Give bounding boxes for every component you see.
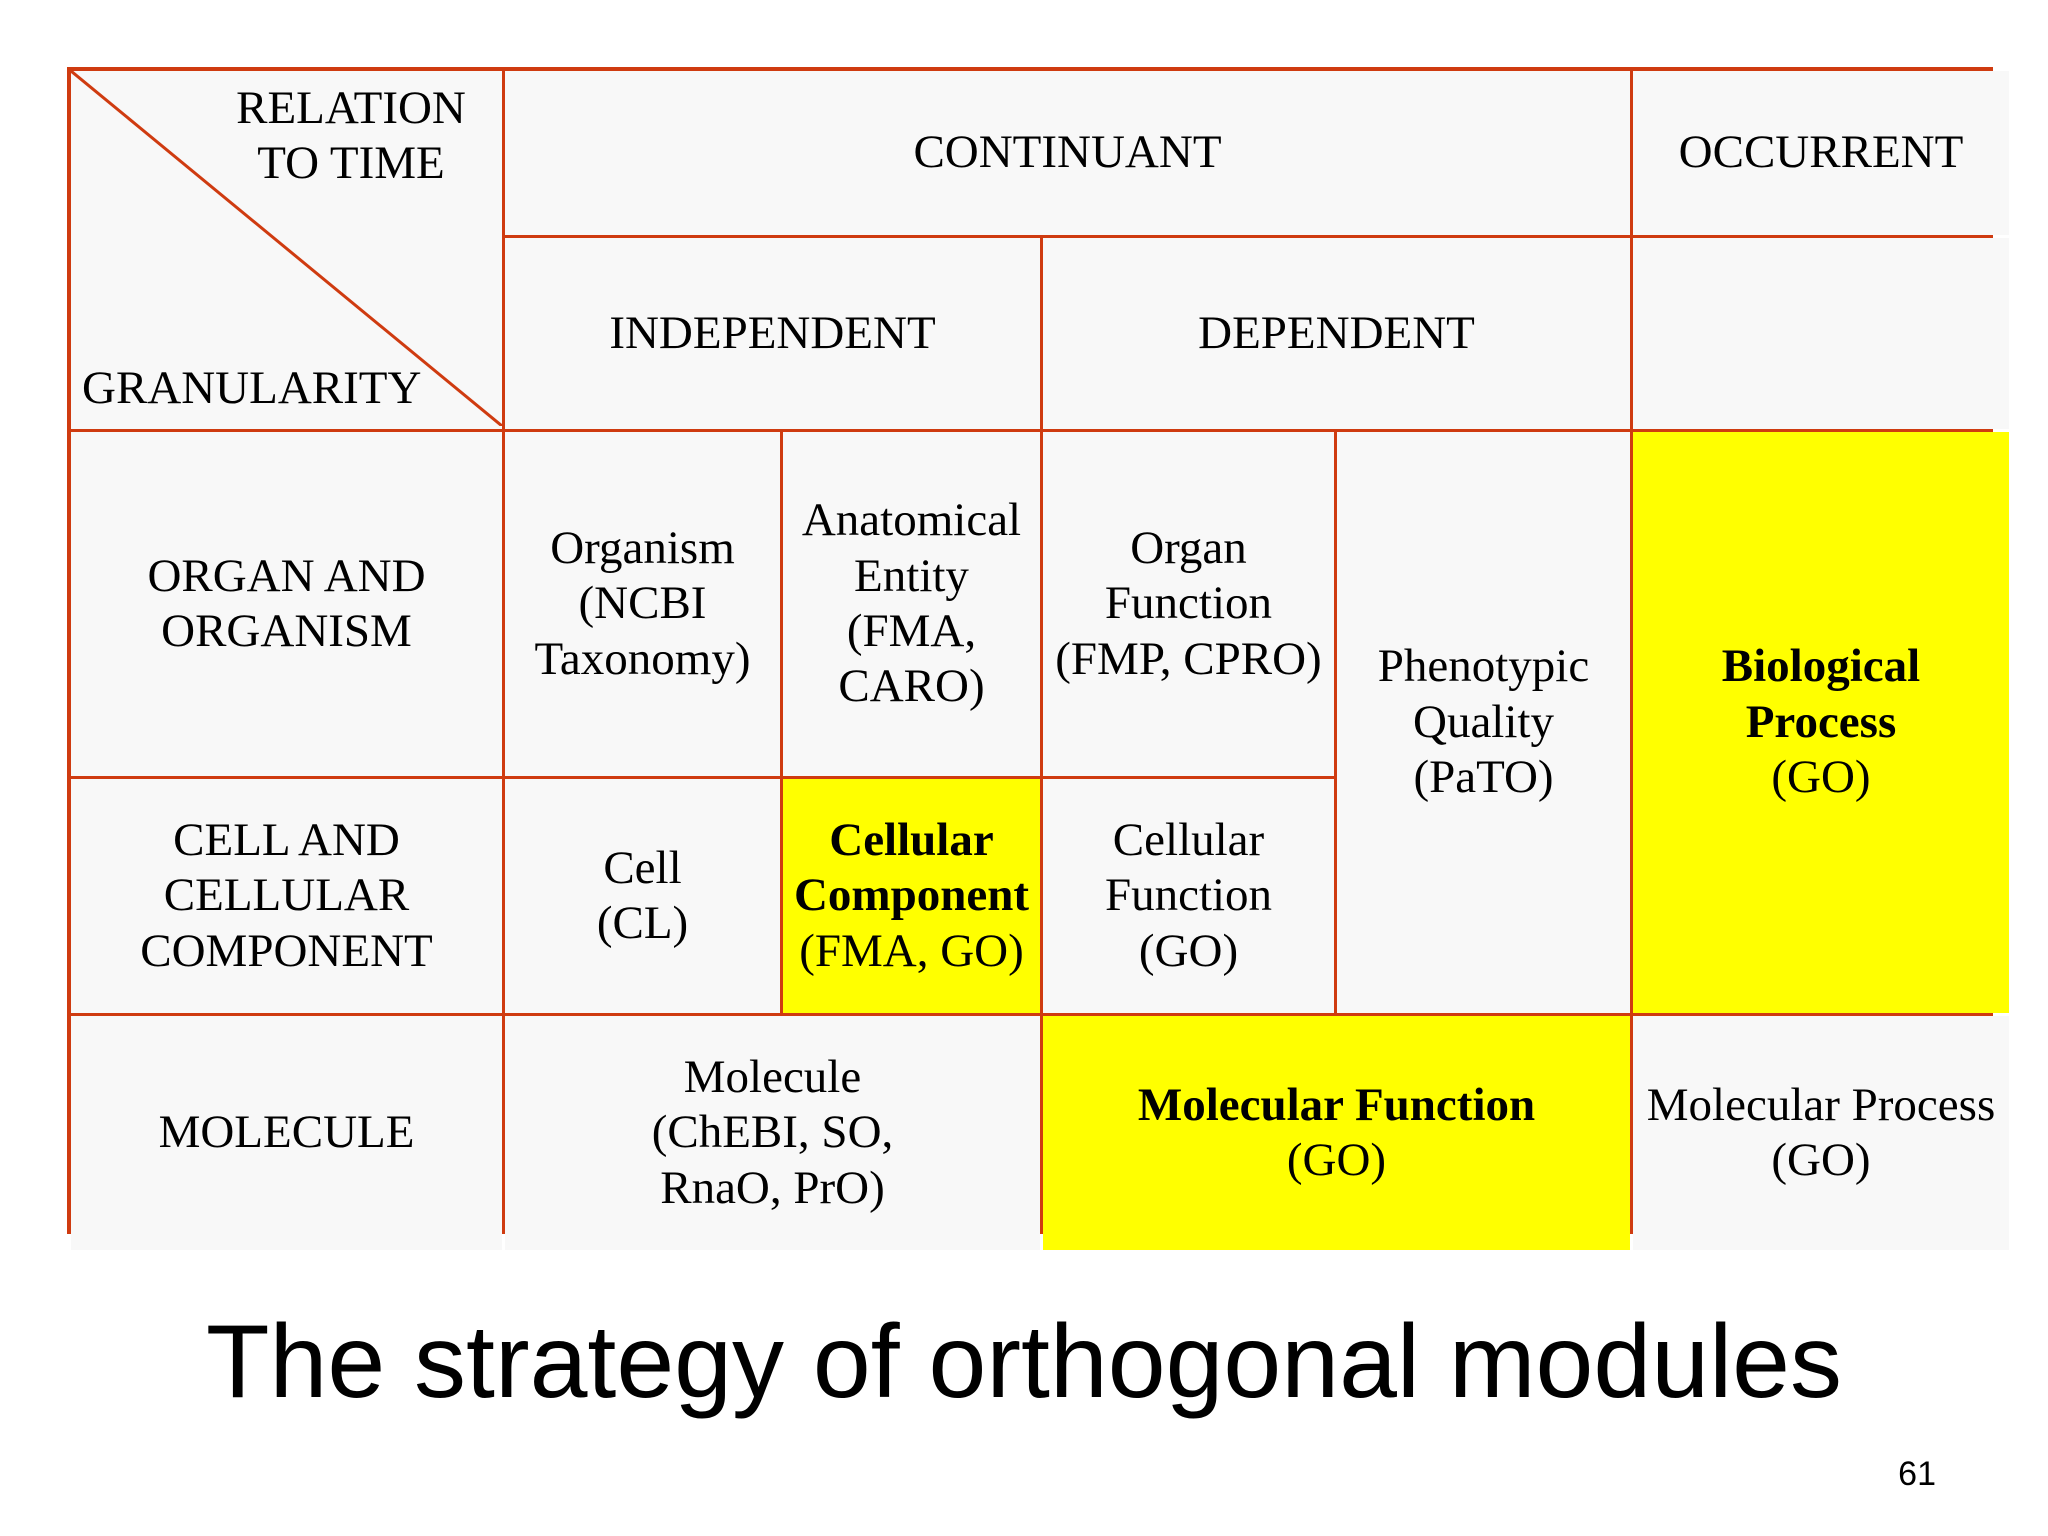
biological-process-source: (GO) (1771, 751, 1871, 804)
corner-diagonal-line (71, 71, 502, 426)
anatomical-entity-cell: Anatomical Entity (FMA, CARO) (783, 432, 1040, 776)
biological-process-cell: Biological Process (GO) (1633, 432, 2009, 1013)
relation-to-time-label: RELATION TO TIME (236, 82, 466, 190)
occurrent-header: OCCURRENT (1633, 71, 2009, 235)
molecule-cell: Molecule (ChEBI, SO, RnaO, PrO) (505, 1016, 1040, 1250)
molecular-process-cell: Molecular Process (GO) (1633, 1016, 2009, 1250)
occurrent-subheader-empty (1633, 238, 2009, 429)
cellular-component-cell: Cellular Component (FMA, GO) (783, 779, 1040, 1013)
continuant-header: CONTINUANT (505, 71, 1630, 235)
ontology-matrix: RELATION TO TIME GRANULARITY CONTINUANT … (67, 67, 2009, 1250)
row-header-cell-component: CELL AND CELLULAR COMPONENT (71, 779, 502, 1013)
cellular-component-source: (FMA, GO) (799, 924, 1024, 977)
dependent-header: DEPENDENT (1043, 238, 1630, 429)
biological-process-title: Biological Process (1721, 640, 1921, 748)
organ-function-cell: Organ Function (FMP, CPRO) (1043, 432, 1334, 776)
slide-caption: The strategy of orthogonal modules (205, 1304, 1843, 1420)
cellular-component-title: Cellular Component (793, 813, 1030, 922)
cell-cl-cell: Cell (CL) (505, 779, 780, 1013)
matrix-corner-header: RELATION TO TIME GRANULARITY (71, 71, 502, 429)
granularity-label: GRANULARITY (82, 362, 422, 414)
molecular-function-cell: Molecular Function (GO) (1043, 1016, 1630, 1250)
molecular-function-source: (GO) (1286, 1134, 1387, 1186)
organism-cell: Organism (NCBI Taxonomy) (505, 432, 780, 776)
molecular-function-title: Molecular Function (1137, 1078, 1536, 1131)
page-number: 61 (1898, 1455, 1936, 1493)
row-header-organ-organism: ORGAN AND ORGANISM (71, 432, 502, 776)
cellular-function-cell: Cellular Function (GO) (1043, 779, 1334, 1013)
independent-header: INDEPENDENT (505, 238, 1040, 429)
row-header-molecule: MOLECULE (71, 1016, 502, 1250)
phenotypic-quality-cell: Phenotypic Quality (PaTO) (1337, 432, 1630, 1013)
